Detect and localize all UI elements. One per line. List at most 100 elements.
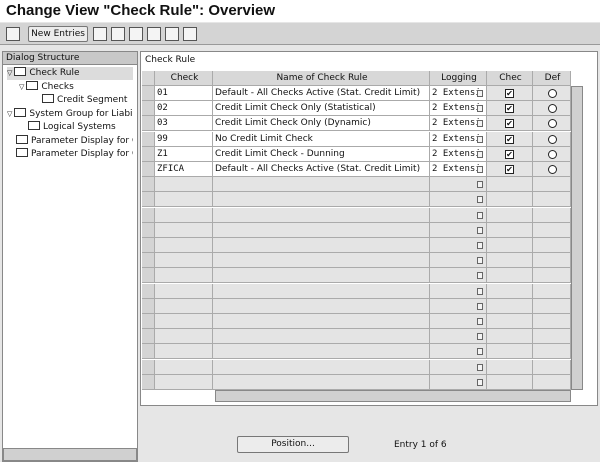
dropdown-icon[interactable] xyxy=(477,166,483,173)
dropdown-icon[interactable] xyxy=(477,257,483,265)
table-cell xyxy=(533,131,571,147)
delete-icon[interactable] xyxy=(111,27,125,41)
row-selector[interactable] xyxy=(142,86,155,101)
dropdown-icon[interactable] xyxy=(477,211,483,219)
row-selector[interactable] xyxy=(142,374,155,390)
select-all-icon[interactable] xyxy=(147,27,161,41)
table-cell xyxy=(533,116,571,132)
dropdown-icon[interactable] xyxy=(477,363,483,371)
checkbox[interactable]: ✔ xyxy=(505,89,514,98)
tree-node[interactable]: ▽ Checks xyxy=(19,80,74,92)
dropdown-icon[interactable] xyxy=(477,150,483,158)
table-cell xyxy=(213,268,430,284)
tree-node[interactable]: ▽ System Group for Liabilit xyxy=(7,107,133,121)
row-selector[interactable] xyxy=(142,162,155,177)
row-selector[interactable] xyxy=(142,298,155,314)
node-label: Parameter Display for Cr xyxy=(31,149,133,159)
row-selector[interactable] xyxy=(142,253,155,269)
dropdown-icon[interactable] xyxy=(477,181,483,189)
dropdown-icon[interactable] xyxy=(477,333,483,341)
position-button[interactable]: Position... xyxy=(237,436,349,453)
dropdown-icon[interactable] xyxy=(477,105,483,113)
copy-icon[interactable] xyxy=(93,27,107,41)
table-cell xyxy=(155,344,213,360)
node-label: Parameter Display for Ch xyxy=(31,135,133,146)
row-selector[interactable] xyxy=(142,329,155,345)
table-cell xyxy=(430,192,487,208)
dropdown-icon[interactable] xyxy=(477,348,483,356)
h-scrollbar[interactable] xyxy=(3,448,137,461)
table-cell xyxy=(430,283,487,299)
dropdown-icon[interactable] xyxy=(477,287,483,295)
table-cell xyxy=(487,344,533,360)
deselect-icon[interactable] xyxy=(183,27,197,41)
row-selector[interactable] xyxy=(142,131,155,147)
radio-button[interactable] xyxy=(548,104,557,114)
table-cell xyxy=(487,238,533,253)
radio-button[interactable] xyxy=(548,149,557,159)
row-selector[interactable] xyxy=(142,238,155,253)
dropdown-icon[interactable] xyxy=(477,272,483,280)
row-selector[interactable] xyxy=(142,146,155,162)
checkbox[interactable]: ✔ xyxy=(505,149,514,159)
row-selector[interactable] xyxy=(142,268,155,284)
radio-button[interactable] xyxy=(548,134,557,144)
table-cell xyxy=(213,253,430,269)
checkbox[interactable]: ✔ xyxy=(505,134,514,144)
dropdown-icon[interactable] xyxy=(477,226,483,234)
radio-button[interactable] xyxy=(548,89,557,98)
table-cell xyxy=(430,374,487,390)
dropdown-icon[interactable] xyxy=(477,120,483,128)
v-scrollbar[interactable] xyxy=(571,86,583,390)
dropdown-icon[interactable] xyxy=(477,242,483,249)
table-cell: 03 xyxy=(155,116,213,132)
row-selector[interactable] xyxy=(142,177,155,193)
node-label: Checks xyxy=(41,81,74,92)
table-cell xyxy=(155,238,213,253)
row-selector[interactable] xyxy=(142,314,155,329)
row-selector[interactable] xyxy=(142,192,155,208)
dropdown-icon[interactable] xyxy=(477,378,483,386)
table-cell xyxy=(213,207,430,223)
toggle-icon[interactable] xyxy=(6,27,20,41)
tree-node[interactable]: Logical Systems xyxy=(19,121,133,134)
table-cell xyxy=(430,222,487,238)
table-cell xyxy=(487,298,533,314)
table-cell xyxy=(155,177,213,193)
table-cell xyxy=(533,162,571,177)
table-cell: 99 xyxy=(155,131,213,147)
row-selector[interactable] xyxy=(142,207,155,223)
row-selector[interactable] xyxy=(142,116,155,132)
h-scrollbar[interactable] xyxy=(215,390,571,402)
table-cell xyxy=(430,177,487,193)
tree-node[interactable]: ▽ Check Rule xyxy=(7,67,133,80)
tree-node[interactable]: Credit Segment xyxy=(33,94,133,107)
tree-node[interactable]: Parameter Display for Cr xyxy=(7,148,133,161)
table-cell xyxy=(533,146,571,162)
dropdown-icon[interactable] xyxy=(477,302,483,310)
dropdown-icon[interactable] xyxy=(477,318,483,325)
radio-button[interactable] xyxy=(548,165,557,174)
row-selector[interactable] xyxy=(142,222,155,238)
node-label: System Group for Liabilit xyxy=(29,108,133,119)
row-selector[interactable] xyxy=(142,359,155,375)
select-block-icon[interactable] xyxy=(165,27,179,41)
table-cell xyxy=(487,177,533,193)
undo-icon[interactable] xyxy=(129,27,143,41)
checkbox[interactable]: ✔ xyxy=(505,119,514,129)
row-selector[interactable] xyxy=(142,283,155,299)
tree-node[interactable]: Parameter Display for Ch xyxy=(7,134,133,148)
table-cell xyxy=(213,238,430,253)
checkbox[interactable]: ✔ xyxy=(505,165,514,174)
dropdown-icon[interactable] xyxy=(477,90,483,97)
dropdown-icon[interactable] xyxy=(477,196,483,204)
table-cell xyxy=(430,329,487,345)
row-selector[interactable] xyxy=(142,344,155,360)
row-selector[interactable] xyxy=(142,101,155,117)
new-entries-button[interactable]: New Entries xyxy=(28,26,88,42)
checkbox[interactable]: ✔ xyxy=(505,104,514,114)
dropdown-icon[interactable] xyxy=(477,135,483,143)
radio-button[interactable] xyxy=(548,119,557,129)
node-label: Logical Systems xyxy=(43,122,116,132)
